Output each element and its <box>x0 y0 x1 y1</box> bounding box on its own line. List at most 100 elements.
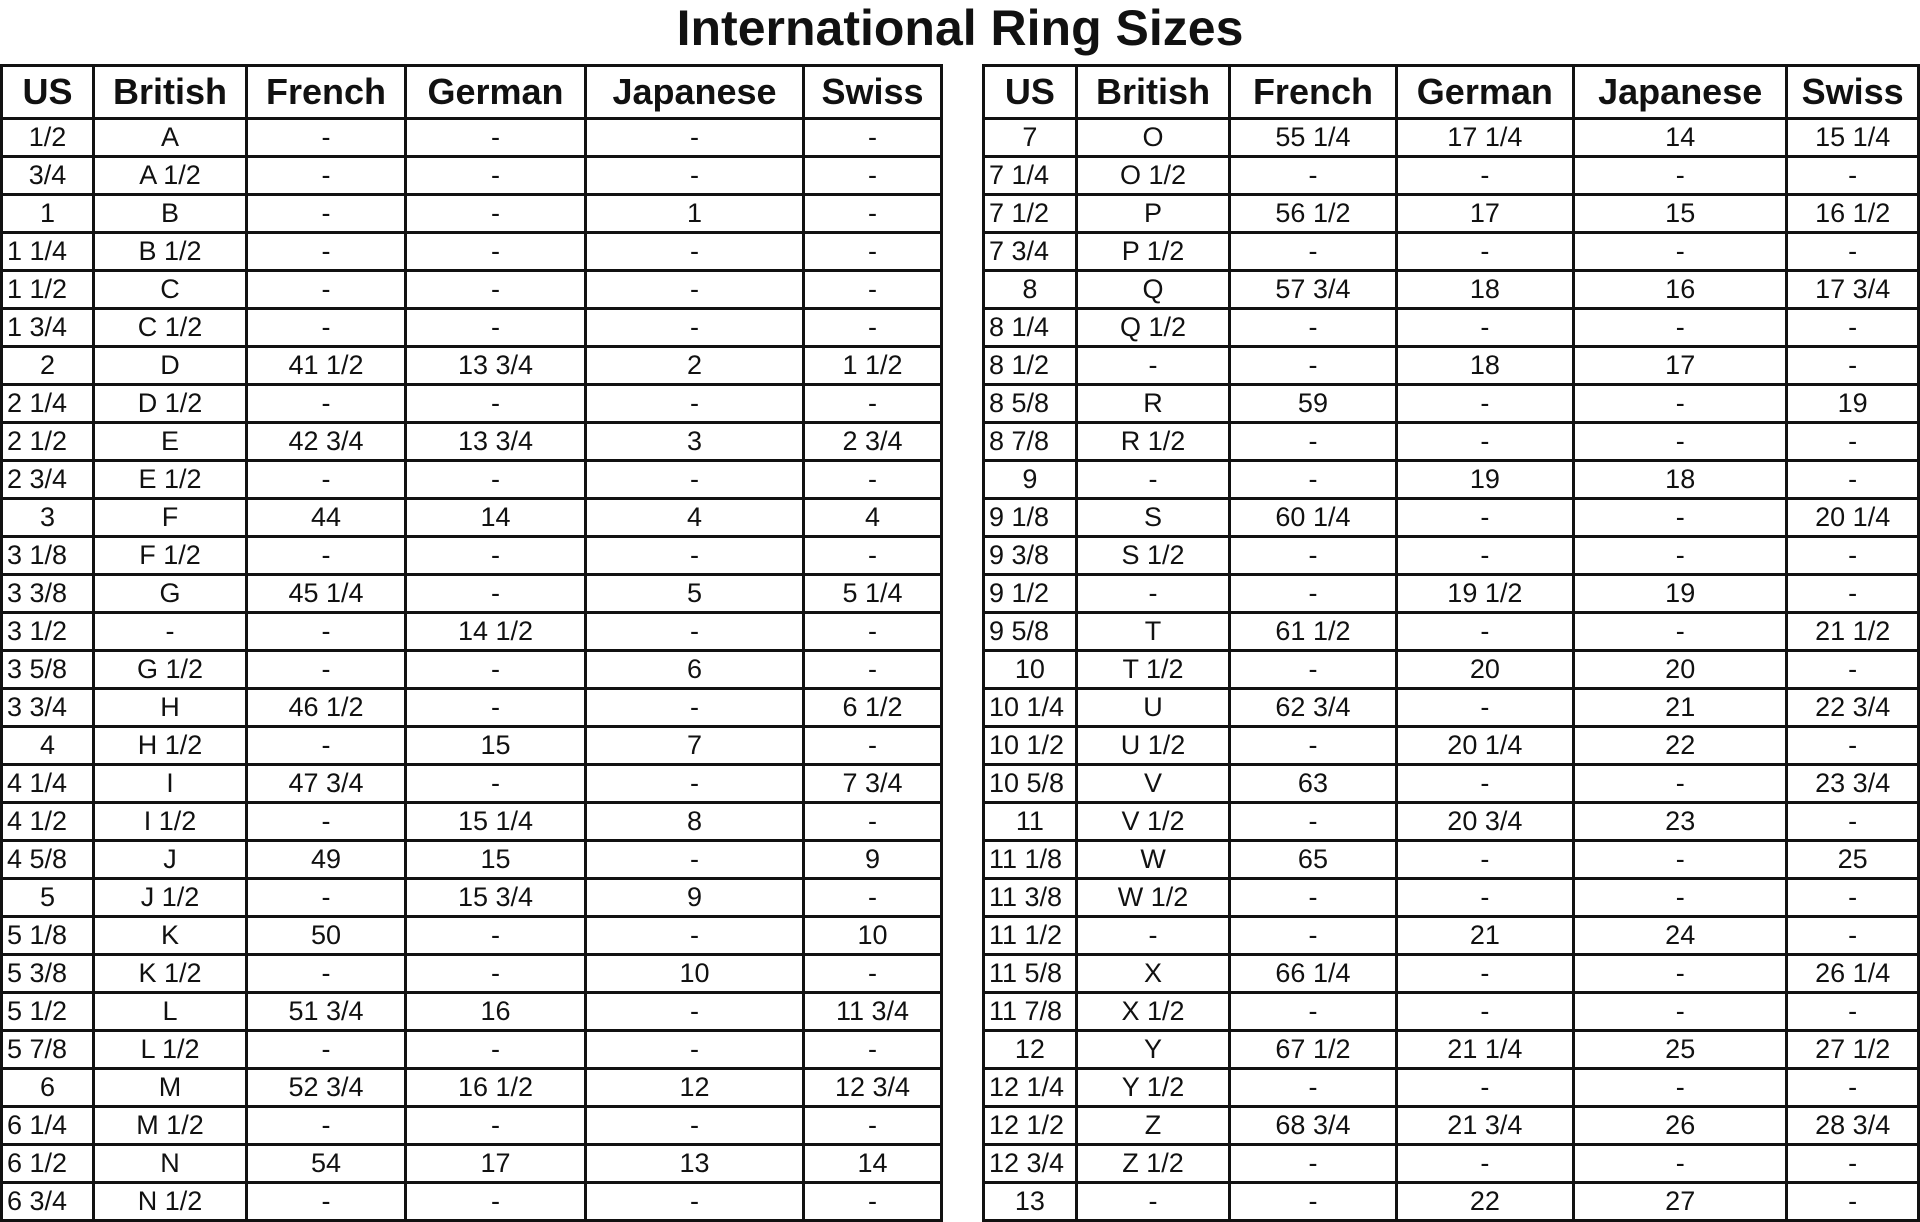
column-header-japanese: Japanese <box>1572 64 1789 120</box>
cell-us: 8 1/4 <box>982 307 1078 348</box>
cell-french: - <box>1228 801 1398 842</box>
cell-french: - <box>1228 231 1398 272</box>
cell-french: - <box>245 307 407 348</box>
column-header-japanese: Japanese <box>584 64 805 120</box>
column-header-swiss: Swiss <box>802 64 943 120</box>
table-row: 13- -22 27- <box>982 1181 1920 1222</box>
cell-french: - <box>1228 1143 1398 1184</box>
cell-swiss: 7 3/4 <box>802 763 943 804</box>
cell-swiss: - <box>1785 155 1920 196</box>
cell-japanese: 5 <box>584 573 805 614</box>
cell-french: - <box>1228 535 1398 576</box>
cell-swiss: 10 <box>802 915 943 956</box>
cell-us: 2 3/4 <box>0 459 95 500</box>
table-row: 6 3/4 N 1/2- - - - <box>0 1181 943 1222</box>
cell-french: 52 3/4 <box>245 1067 407 1108</box>
cell-german: - <box>1394 1143 1576 1184</box>
cell-us: 3 <box>0 497 95 538</box>
cell-french: 41 1/2 <box>245 345 407 386</box>
cell-japanese: 26 <box>1572 1105 1789 1146</box>
cell-us: 1 1/4 <box>0 231 95 272</box>
cell-french: - <box>245 459 407 500</box>
cell-british: N <box>92 1143 248 1184</box>
cell-us: 6 <box>0 1067 95 1108</box>
cell-german: - <box>404 383 587 424</box>
cell-swiss: - <box>1785 801 1920 842</box>
cell-german: 15 3/4 <box>404 877 587 918</box>
cell-japanese: 3 <box>584 421 805 462</box>
cell-japanese: - <box>584 611 805 652</box>
cell-german: 20 3/4 <box>1394 801 1576 842</box>
cell-japanese: 19 <box>1572 573 1789 614</box>
cell-british: Q <box>1074 269 1232 310</box>
cell-british: M <box>92 1067 248 1108</box>
cell-us: 5 1/2 <box>0 991 95 1032</box>
cell-british: B 1/2 <box>92 231 248 272</box>
cell-british: K 1/2 <box>92 953 248 994</box>
cell-japanese: 8 <box>584 801 805 842</box>
table-row: 8 1/2- -18 17- <box>982 345 1920 386</box>
cell-swiss: - <box>802 307 943 348</box>
table-row: 11 V 1/2-20 3/4 23- <box>982 801 1920 842</box>
cell-swiss: - <box>1785 459 1920 500</box>
cell-british: G <box>92 573 248 614</box>
cell-japanese: - <box>584 1181 805 1222</box>
cell-british: F <box>92 497 248 538</box>
cell-british: W <box>1074 839 1232 880</box>
table-row: 1 1/4 B 1/2- - - - <box>0 231 943 272</box>
table-row: 3 F 44 14 4 4 <box>0 497 943 538</box>
cell-british: S <box>1074 497 1232 538</box>
cell-german: 21 1/4 <box>1394 1029 1576 1070</box>
cell-us: 9 5/8 <box>982 611 1078 652</box>
cell-german: - <box>404 687 587 728</box>
cell-swiss: 16 1/2 <box>1785 193 1920 234</box>
cell-german: - <box>1394 839 1576 880</box>
cell-french: 67 1/2 <box>1228 1029 1398 1070</box>
cell-swiss: 15 1/4 <box>1785 117 1920 158</box>
cell-us: 3 5/8 <box>0 649 95 690</box>
cell-us: 11 7/8 <box>982 991 1078 1032</box>
cell-us: 8 1/2 <box>982 345 1078 386</box>
cell-swiss: - <box>1785 649 1920 690</box>
cell-british: A 1/2 <box>92 155 248 196</box>
cell-french: 57 3/4 <box>1228 269 1398 310</box>
cell-japanese: 17 <box>1572 345 1789 386</box>
cell-british: C 1/2 <box>92 307 248 348</box>
cell-swiss: - <box>1785 231 1920 272</box>
table-row: 3 3/8 G 45 1/4-5 5 1/4 <box>0 573 943 614</box>
cell-french: - <box>1228 725 1398 766</box>
cell-japanese: - <box>1572 421 1789 462</box>
cell-swiss: - <box>802 725 943 766</box>
cell-us: 11 1/8 <box>982 839 1078 880</box>
cell-british: B <box>92 193 248 234</box>
cell-swiss: 27 1/2 <box>1785 1029 1920 1070</box>
table-row: 11 3/8 W 1/2- - - - <box>982 877 1920 918</box>
cell-german: 15 <box>404 839 587 880</box>
table-row: 2 3/4 E 1/2- - - - <box>0 459 943 500</box>
cell-swiss: - <box>802 1181 943 1222</box>
cell-british: O 1/2 <box>1074 155 1232 196</box>
cell-swiss: - <box>802 953 943 994</box>
cell-swiss: - <box>1785 1181 1920 1222</box>
cell-swiss: - <box>802 1029 943 1070</box>
cell-swiss: - <box>1785 725 1920 766</box>
cell-german: - <box>1394 687 1576 728</box>
cell-swiss: 4 <box>802 497 943 538</box>
table-row: 10 T 1/2-20 20- <box>982 649 1920 690</box>
table-row: 8 1/4 Q 1/2- - - - <box>982 307 1920 348</box>
table-row: 6 M 52 3/4 16 1/2 12 12 3/4 <box>0 1067 943 1108</box>
cell-british: I 1/2 <box>92 801 248 842</box>
cell-french: - <box>1228 459 1398 500</box>
column-header-british: British <box>92 64 248 120</box>
cell-us: 8 7/8 <box>982 421 1078 462</box>
cell-british: D <box>92 345 248 386</box>
table-row: 5 3/8 K 1/2- -10- <box>0 953 943 994</box>
cell-swiss: 9 <box>802 839 943 880</box>
cell-french: - <box>1228 991 1398 1032</box>
table-row: 2 D 41 1/2 13 3/4 2 1 1/2 <box>0 345 943 386</box>
column-header-us: US <box>0 64 95 120</box>
cell-us: 4 1/4 <box>0 763 95 804</box>
cell-japanese: - <box>584 839 805 880</box>
cell-british: D 1/2 <box>92 383 248 424</box>
